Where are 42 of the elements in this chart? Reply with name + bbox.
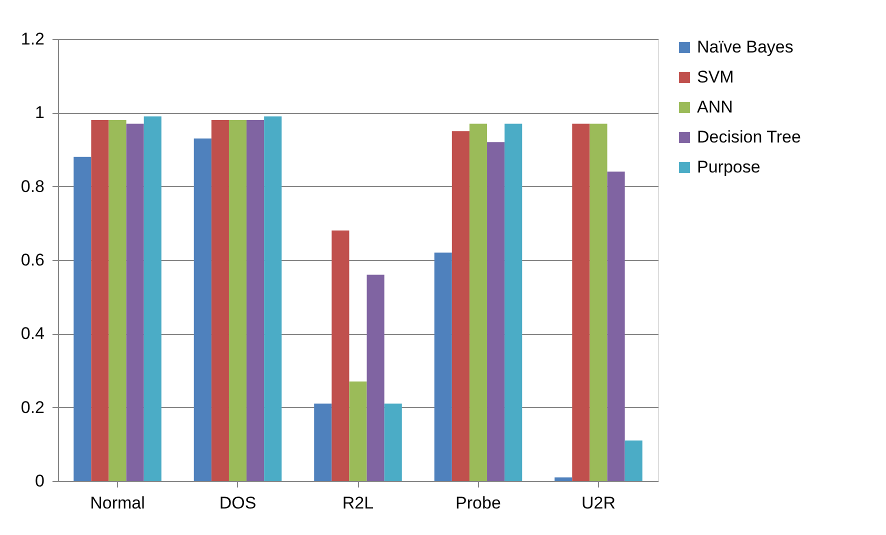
bar xyxy=(384,404,402,481)
y-tick-label: 0.4 xyxy=(20,324,44,344)
y-tick-label: 0.2 xyxy=(20,398,44,417)
bar xyxy=(264,116,282,481)
bar xyxy=(572,124,590,481)
bar xyxy=(314,404,332,481)
x-tick-label: U2R xyxy=(581,494,616,512)
y-tick-label: 0.8 xyxy=(20,176,44,196)
bar xyxy=(504,124,522,481)
bar xyxy=(228,120,247,481)
bar xyxy=(246,120,264,481)
x-tick-label: Probe xyxy=(456,494,501,512)
bar xyxy=(332,230,350,481)
bar xyxy=(434,252,452,481)
bar xyxy=(108,120,126,481)
bar xyxy=(211,120,229,481)
x-tick-label: R2L xyxy=(342,494,374,512)
legend-label: Purpose xyxy=(697,158,760,176)
bar xyxy=(74,156,92,481)
bar xyxy=(349,382,367,481)
bar xyxy=(487,142,505,481)
bar xyxy=(607,172,625,481)
bar xyxy=(144,116,162,481)
x-tick-label: DOS xyxy=(219,494,256,512)
x-tick-label: Normal xyxy=(90,494,145,512)
bar xyxy=(91,120,109,481)
bar xyxy=(126,124,144,481)
bar xyxy=(624,440,642,481)
bar xyxy=(554,477,572,481)
bar xyxy=(590,124,608,481)
legend-label: SVM xyxy=(697,68,734,86)
y-tick-label: 0 xyxy=(35,472,44,490)
y-tick-label: 0.6 xyxy=(20,250,44,270)
bar xyxy=(452,131,470,481)
y-tick-label: 1 xyxy=(35,103,44,122)
y-tick-label: 1.2 xyxy=(20,30,44,48)
bar xyxy=(469,124,488,481)
legend-label: ANN xyxy=(697,98,733,116)
bar xyxy=(366,274,384,481)
legend-label: Naïve Bayes xyxy=(697,38,794,56)
legend-label: Decision Tree xyxy=(697,128,801,146)
bar xyxy=(194,138,212,481)
